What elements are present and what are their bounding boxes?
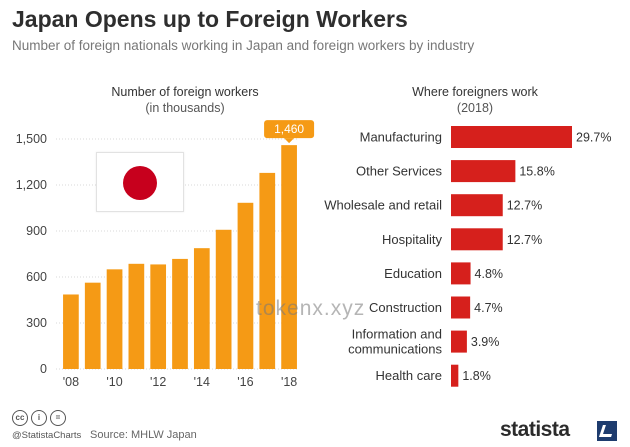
- right-panel-title: Where foreigners work: [412, 85, 538, 99]
- right-panel-header: Where foreigners work (2018): [360, 84, 590, 116]
- creative-commons-icons: cc i =: [12, 410, 66, 426]
- left-panel-title: Number of foreign workers: [111, 85, 259, 99]
- footer: cc i = @StatistaCharts Source: MHLW Japa…: [0, 402, 630, 447]
- hbar-value-label: 4.7%: [474, 301, 503, 315]
- bar-2010: [106, 269, 123, 369]
- y-tick-label: 300: [26, 316, 47, 330]
- y-tick-label: 600: [26, 270, 47, 284]
- cc-license-icon: cc: [12, 410, 28, 426]
- x-tick-label: '12: [150, 375, 166, 389]
- hbar-category-label: Manufacturing: [360, 130, 442, 145]
- bar-2012: [150, 264, 167, 369]
- statista-logo-text: statista: [500, 418, 570, 441]
- source-note: Source: MHLW Japan: [90, 429, 197, 441]
- hbar-value-label: 29.7%: [576, 131, 611, 145]
- chart-subtitle: Number of foreign nationals working in J…: [12, 38, 475, 53]
- hbar-3: [451, 228, 503, 251]
- hbar-value-label: 4.8%: [475, 267, 504, 281]
- hbar-value-label: 3.9%: [471, 335, 500, 349]
- statista-logo-icon: [597, 421, 617, 441]
- left-panel-subtitle: (in thousands): [145, 101, 225, 115]
- bar-2013: [172, 258, 188, 369]
- hbar-2: [451, 194, 503, 217]
- x-tick-label: '16: [237, 375, 253, 389]
- hbar-6: [451, 330, 467, 353]
- y-tick-label: 0: [40, 362, 47, 376]
- hbar-5: [451, 296, 471, 319]
- hbar-value-label: 12.7%: [507, 233, 542, 247]
- bar-2011: [128, 263, 145, 369]
- y-tick-label: 1,200: [16, 178, 47, 192]
- highlight-value-label: 1,460: [274, 122, 304, 136]
- y-tick-label: 900: [26, 224, 47, 238]
- hbar-category-label: Health care: [376, 368, 442, 383]
- highlight-label-box: [264, 120, 315, 139]
- bar-2009: [84, 282, 101, 369]
- hbar-0: [451, 126, 572, 148]
- bar-2017: [259, 172, 276, 369]
- hbar-category-label: Construction: [369, 300, 442, 315]
- bar-2018: [281, 145, 297, 369]
- hbar-category-label: Education: [384, 266, 442, 281]
- hbar-1: [451, 160, 516, 183]
- bar-2008: [63, 294, 79, 369]
- x-tick-label: '08: [63, 375, 79, 389]
- x-tick-label: '14: [194, 375, 210, 389]
- attribution-icon: i: [31, 410, 47, 426]
- bar-2016: [237, 202, 254, 369]
- hbar-value-label: 12.7%: [507, 199, 542, 213]
- bar-2015: [215, 229, 232, 369]
- hbar-category-label: Information and: [352, 327, 442, 342]
- bar-2014: [193, 248, 210, 369]
- highlight-label-pointer: [284, 138, 295, 144]
- hbar-category-label: Wholesale and retail: [324, 198, 442, 213]
- right-panel-subtitle: (2018): [456, 101, 494, 115]
- twitter-handle: @StatistaCharts: [12, 430, 82, 441]
- y-tick-label: 1,500: [16, 132, 47, 146]
- left-panel-header: Number of foreign workers (in thousands): [60, 84, 310, 116]
- no-derivatives-icon: =: [50, 410, 66, 426]
- x-tick-label: '10: [106, 375, 122, 389]
- hbar-category-label: communications: [348, 342, 442, 357]
- hbar-category-label: Hospitality: [382, 232, 442, 247]
- hbar-7: [451, 364, 459, 387]
- flag-sun-circle: [123, 166, 157, 200]
- chart-title: Japan Opens up to Foreign Workers: [12, 6, 408, 32]
- hbar-value-label: 1.8%: [462, 369, 491, 383]
- x-tick-label: '18: [281, 375, 297, 389]
- hbar-category-label: Other Services: [356, 164, 442, 179]
- hbar-4: [451, 262, 471, 285]
- watermark-text: tokenx.xyz: [256, 297, 366, 320]
- hbar-value-label: 15.8%: [519, 165, 554, 179]
- japan-flag-icon: [96, 152, 184, 212]
